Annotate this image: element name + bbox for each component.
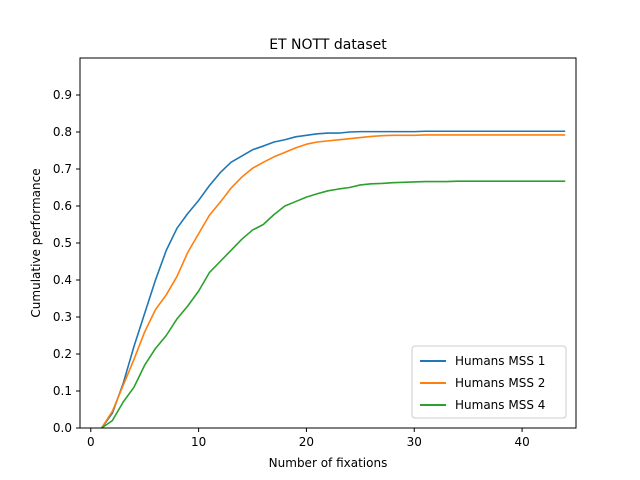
y-tick-label: 0.1 — [53, 384, 72, 398]
chart-title: ET NOTT dataset — [269, 37, 387, 53]
legend-label: Humans MSS 1 — [455, 354, 545, 368]
y-axis-label: Cumulative performance — [29, 168, 43, 317]
x-tick-label: 0 — [87, 435, 95, 449]
y-tick-label: 0.8 — [53, 125, 72, 139]
y-axis: 0.0 0.1 0.2 0.3 0.4 0.5 0.6 0.7 0.8 0.9 — [53, 88, 80, 435]
legend-label: Humans MSS 2 — [455, 376, 545, 390]
y-tick-label: 0.2 — [53, 347, 72, 361]
series-line-1 — [100, 130, 566, 429]
x-tick-label: 20 — [299, 435, 314, 449]
legend-box — [411, 345, 567, 419]
y-tick-label: 0.9 — [53, 88, 72, 102]
legend-label: Humans MSS 4 — [455, 398, 545, 412]
x-tick-label: 30 — [407, 435, 422, 449]
x-axis-label: Number of fixations — [269, 456, 388, 470]
y-tick-label: 0.5 — [53, 236, 72, 250]
legend: Humans MSS 1 Humans MSS 2 Humans MSS 4 — [411, 345, 567, 419]
y-tick-label: 0.4 — [53, 273, 72, 287]
series-line-2 — [100, 134, 566, 429]
series-line-3 — [101, 180, 566, 429]
x-tick-label: 40 — [514, 435, 529, 449]
series-layer — [100, 130, 566, 429]
x-tick-label: 10 — [191, 435, 206, 449]
x-axis: 0 10 20 30 40 — [87, 428, 530, 449]
y-tick-label: 0.0 — [53, 421, 72, 435]
y-tick-label: 0.7 — [53, 162, 72, 176]
y-tick-label: 0.3 — [53, 310, 72, 324]
plot-frame — [79, 57, 577, 429]
y-tick-label: 0.6 — [53, 199, 72, 213]
